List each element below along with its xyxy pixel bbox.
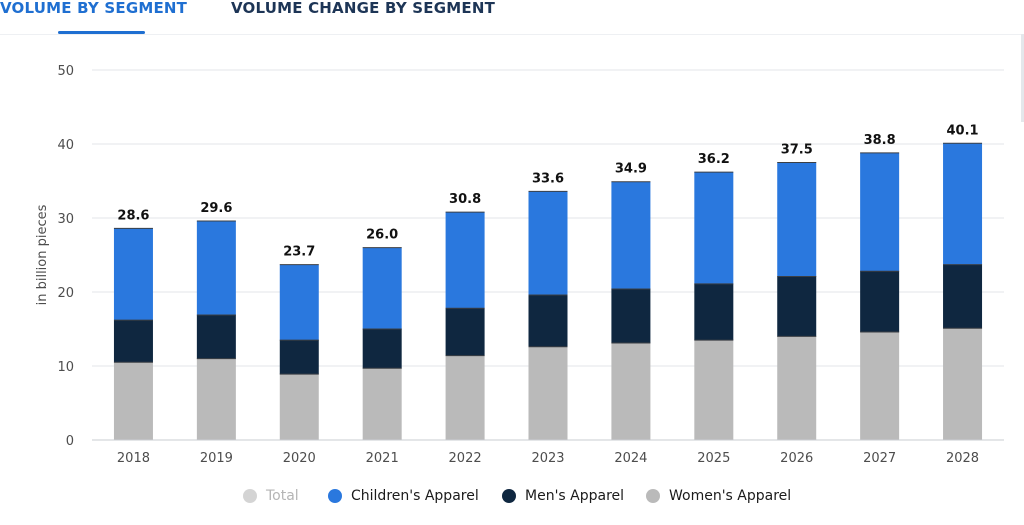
y-tick-label: 50 — [57, 64, 74, 79]
legend-label-mens-apparel: Men's Apparel — [525, 488, 625, 504]
legend-item-total[interactable]: Total — [243, 486, 299, 506]
total-data-label: 36.2 — [698, 152, 730, 167]
x-tick-label: 2021 — [366, 451, 399, 466]
bar-segment[interactable] — [279, 374, 319, 440]
x-tick-label: 2028 — [946, 451, 979, 466]
x-tick-label: 2020 — [283, 451, 316, 466]
total-data-label: 34.9 — [615, 162, 647, 177]
bar-segment[interactable] — [196, 358, 236, 440]
tab-volume-change-by-segment[interactable]: VOLUME CHANGE BY SEGMENT — [231, 0, 496, 17]
bar-segment[interactable] — [196, 220, 236, 315]
bar-segment[interactable] — [943, 143, 983, 265]
bar-segment[interactable] — [113, 228, 153, 321]
bar-segment[interactable] — [611, 289, 651, 344]
x-tick-label: 2018 — [117, 451, 150, 466]
x-tick-label: 2027 — [863, 451, 896, 466]
legend-label-total: Total — [266, 488, 299, 504]
total-data-label: 38.8 — [864, 133, 896, 148]
total-data-label: 33.6 — [532, 171, 564, 186]
y-axis-ticks: 0 10 20 30 40 50 — [57, 64, 74, 449]
bar-segment[interactable] — [860, 331, 900, 440]
bar-segment[interactable] — [694, 340, 734, 440]
tab-bar: VOLUME BY SEGMENT VOLUME CHANGE BY SEGME… — [0, 0, 1024, 35]
bar-segment[interactable] — [777, 276, 817, 337]
bar-segment[interactable] — [445, 308, 485, 356]
y-tick-label: 0 — [66, 434, 74, 449]
bar-segment[interactable] — [943, 264, 983, 329]
x-tick-label: 2022 — [449, 451, 482, 466]
total-data-label: 26.0 — [366, 228, 398, 243]
y-tick-label: 30 — [57, 212, 74, 227]
panel-edge — [1021, 34, 1024, 122]
y-tick-label: 20 — [57, 286, 74, 301]
legend-label-childrens-apparel: Children's Apparel — [351, 488, 479, 504]
legend-item-childrens-apparel[interactable]: Children's Apparel — [328, 486, 479, 506]
bar-segment[interactable] — [777, 336, 817, 440]
bar-segment[interactable] — [528, 346, 568, 440]
total-data-label: 28.6 — [117, 208, 149, 223]
y-tick-label: 10 — [57, 360, 74, 375]
legend-dot-mens-apparel — [502, 489, 516, 503]
total-data-label: 40.1 — [947, 123, 979, 138]
legend-item-mens-apparel[interactable]: Men's Apparel — [502, 486, 624, 506]
bar-segment[interactable] — [113, 362, 153, 440]
bar-segment[interactable] — [196, 314, 236, 359]
bar-segment[interactable] — [445, 212, 485, 309]
tab-volume-by-segment[interactable]: VOLUME BY SEGMENT — [0, 0, 188, 17]
bar-segment[interactable] — [694, 172, 734, 284]
legend-dot-total — [243, 489, 257, 503]
bar-segment[interactable] — [694, 283, 734, 341]
x-tick-label: 2023 — [531, 451, 564, 466]
bar-segment[interactable] — [362, 368, 402, 440]
x-tick-label: 2025 — [697, 451, 730, 466]
bar-segment[interactable] — [362, 247, 402, 329]
bar-segment[interactable] — [860, 271, 900, 332]
y-axis-label: in billion pieces — [35, 204, 50, 305]
bar-segment[interactable] — [860, 152, 900, 272]
x-tick-label: 2024 — [614, 451, 647, 466]
x-tick-label: 2026 — [780, 451, 813, 466]
x-tick-label: 2019 — [200, 451, 233, 466]
bar-segment[interactable] — [943, 328, 983, 440]
legend-item-womens-apparel[interactable]: Women's Apparel — [646, 486, 791, 506]
y-tick-label: 40 — [57, 138, 74, 153]
x-axis-ticks: 2018 2019 2020 2021 2022 2023 2024 2025 2026 2027… — [117, 451, 979, 466]
total-data-label: 37.5 — [781, 143, 813, 158]
legend-label-womens-apparel: Women's Apparel — [669, 488, 792, 504]
bars — [113, 142, 983, 440]
bar-segment[interactable] — [362, 329, 402, 369]
bar-segment[interactable] — [777, 162, 817, 277]
stacked-bar-chart: 0 10 20 30 40 50 in billion pieces 28.6 29.6 23… — [35, 64, 1004, 466]
legend-dot-womens-apparel — [646, 489, 660, 503]
active-tab-indicator — [58, 31, 145, 34]
total-data-label: 30.8 — [449, 192, 481, 207]
bar-segment[interactable] — [528, 191, 568, 295]
total-data-label: 23.7 — [283, 245, 315, 260]
legend-dot-childrens-apparel — [328, 489, 342, 503]
bar-segment[interactable] — [611, 181, 651, 290]
bar-segment[interactable] — [528, 294, 568, 347]
bar-segment[interactable] — [611, 343, 651, 440]
bar-segment[interactable] — [279, 264, 319, 341]
bar-segment[interactable] — [113, 320, 153, 363]
total-data-label: 29.6 — [200, 201, 232, 216]
bar-segment[interactable] — [279, 340, 319, 375]
bar-segment[interactable] — [445, 355, 485, 440]
total-labels: 28.6 29.6 23.7 26.0 30.8 33.6 34.9 36.2 37.5 38.8… — [117, 123, 978, 259]
chart-legend: Total Children's Apparel Men's Apparel W… — [0, 486, 1024, 506]
